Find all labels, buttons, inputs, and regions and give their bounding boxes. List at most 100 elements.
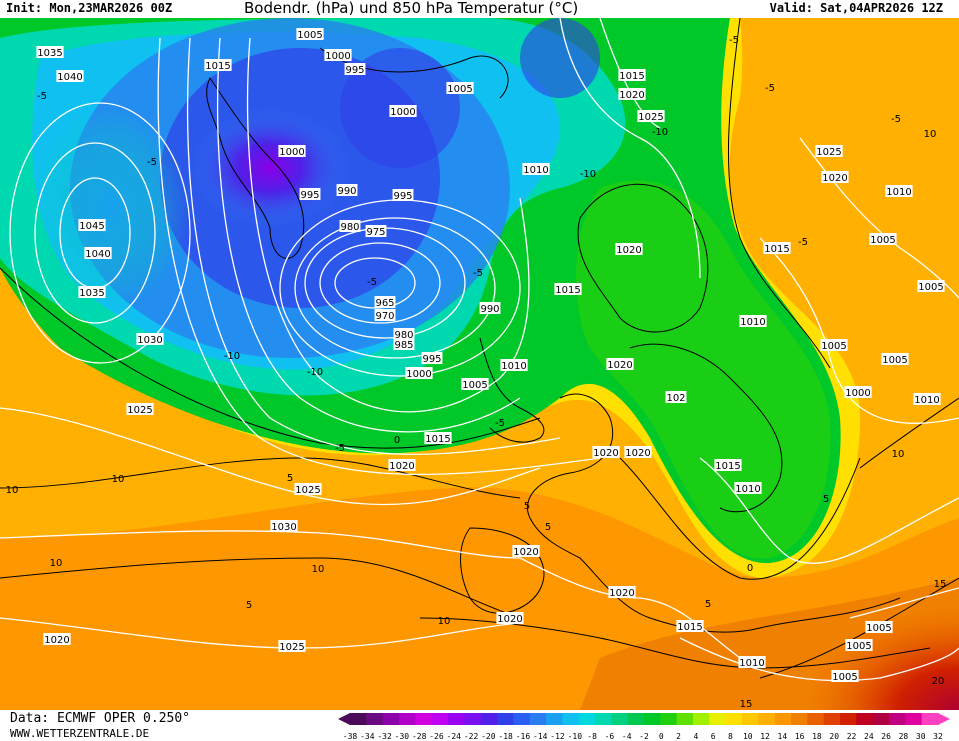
scale-tick-label: -2 [639,732,649,741]
baltic-coast [629,343,783,513]
scale-color-cell [660,713,678,725]
pressure-label-box [424,432,452,444]
pressure-label-box [336,184,358,196]
data-source-label: Data: ECMWF OPER 0.250° [10,711,191,726]
scale-color-cell [791,713,808,725]
pressure-label-text: 1045 [79,221,104,232]
pressure-label-box [294,483,322,495]
pressure-label: 1025 [815,145,843,158]
pressure-label-text: 1005 [462,380,487,391]
footer-bar: Data: ECMWF OPER 0.250° WWW.WETTERZENTRA… [0,710,959,741]
pressure-label-box [324,49,352,61]
pressure-label-text: 1015 [555,285,580,296]
pressure-label-text: 1000 [406,369,431,380]
scale-color-cell [905,713,923,725]
isobar [0,530,521,559]
scale-color-cell [709,713,727,725]
scale-color-cell [644,713,661,725]
pressure-label-text: 1005 [870,235,895,246]
temp-contour [0,267,541,449]
scale-tick-label: 10 [743,732,753,741]
europe-coast [526,393,901,633]
scale-tick-label: 18 [812,732,822,741]
pressure-label-box [421,352,443,364]
pressure-label: 1020 [606,358,634,371]
pressure-label: 1010 [500,359,528,372]
pressure-label: 1020 [43,633,71,646]
scale-tick-label: 4 [693,732,698,741]
scale-tick-label: -38 [343,732,358,741]
pressure-label-box [270,520,298,532]
temperature-label: -5 [798,237,808,248]
temperature-label-text: 10 [924,129,937,140]
pressure-label-box [84,247,112,259]
scale-color-cell [921,713,939,725]
isobar [9,102,191,364]
temperature-label: -5 [495,418,505,429]
temperature-label-text: 0 [394,435,400,446]
scale-tick-label: 12 [760,732,770,741]
isobar [319,242,441,324]
temperature-label-text: -5 [495,418,505,429]
pressure-label: 1040 [56,70,84,83]
pressure-label-text: 980 [340,222,359,233]
scale-tick-label: 16 [795,732,805,741]
pressure-label: 1020 [608,586,636,599]
pressure-label: 995 [299,188,321,201]
temperature-label: 20 [932,676,945,687]
pressure-label-box [522,163,550,175]
scale-tick-label: -4 [622,732,632,741]
pressure-label: 1005 [917,280,945,293]
pressure-label: 1005 [881,353,909,366]
pressure-label-box [78,219,106,231]
temperature-label-text: 15 [934,579,947,590]
pressure-label: 1030 [270,520,298,533]
pressure-label-text: 1010 [739,658,764,669]
pressure-label-text: 1000 [325,51,350,62]
pressure-label: 1010 [522,163,550,176]
temperature-label: 10 [6,485,19,496]
isobar [759,237,959,424]
pressure-label-text: 1010 [523,165,548,176]
pressure-label-text: 1020 [513,547,538,558]
scale-color-cell [823,713,841,725]
pressure-label-box [374,309,396,321]
pressure-label-box [446,82,474,94]
pressure-label-text: 1005 [866,623,891,634]
scale-color-cell [872,713,890,725]
header-bar: Init: Mon,23MAR2026 00Z Bodendr. (hPa) u… [0,0,959,18]
scale-tick-label: -8 [587,732,597,741]
pressure-label: 1005 [865,621,893,634]
temperature-label: -5 [473,268,483,279]
pressure-label: 1025 [278,640,306,653]
pressure-label-text: 1020 [609,588,634,599]
iberia-coast [460,527,545,614]
pressure-label-box [714,459,742,471]
pressure-label-text: 1025 [638,112,663,123]
pressure-label: 1000 [844,386,872,399]
temperature-label: 10 [50,558,63,569]
pressure-label: 970 [374,309,396,322]
scale-color-cell [350,713,367,725]
temperature-label: 10 [892,449,905,460]
scale-tick-label: -18 [498,732,513,741]
pressure-label: 1010 [885,185,913,198]
temperature-label: -5 [729,35,739,46]
pressure-label: 1010 [738,656,766,669]
pressure-label-text: 1015 [715,461,740,472]
temperature-label: 5 [545,522,551,533]
scale-tick-label: 20 [829,732,839,741]
pressure-label-box [496,612,524,624]
pressure-label-box [665,391,687,403]
pressure-label-text: 1005 [297,30,322,41]
pressure-label: 1010 [734,482,762,495]
pressure-label-text: 975 [366,227,385,238]
scale-tick-label: 28 [899,732,909,741]
pressure-label-text: 1025 [127,405,152,416]
pressure-label-text: 1015 [764,244,789,255]
pressure-label-box [392,189,414,201]
scale-color-cell [676,713,694,725]
scale-tick-label: -6 [605,732,615,741]
